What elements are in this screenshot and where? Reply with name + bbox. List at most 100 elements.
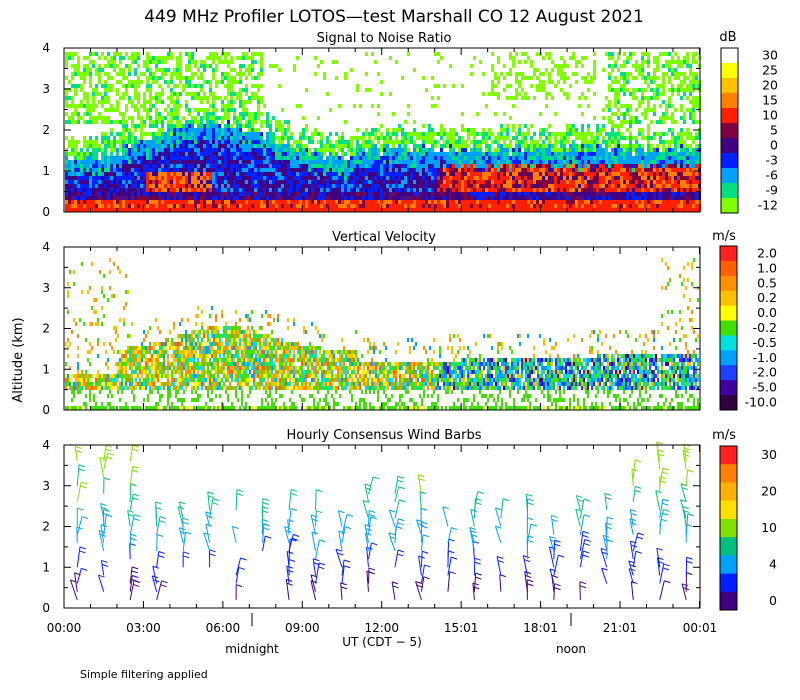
snr-cell: [305, 136, 308, 140]
snr-cell: [329, 168, 332, 172]
snr-cell: [527, 172, 530, 176]
snr-cell: [428, 152, 431, 156]
snr-cell: [89, 164, 92, 168]
snr-cell: [176, 92, 179, 96]
snr-cell: [272, 172, 275, 176]
snr-cell: [254, 148, 257, 152]
snr-cell: [224, 52, 227, 56]
snr-cell: [311, 208, 314, 212]
snr-cell: [305, 164, 308, 168]
snr-cell: [221, 164, 224, 168]
snr-cell: [470, 204, 473, 208]
snr-cell: [452, 144, 455, 148]
snr-cell: [593, 68, 596, 72]
snr-cell: [398, 144, 401, 148]
snr-cell: [191, 124, 194, 128]
snr-cell: [131, 164, 134, 168]
snr-cell: [428, 176, 431, 180]
snr-cell: [203, 132, 206, 136]
snr-cell: [506, 200, 509, 204]
snr-cell: [254, 136, 257, 140]
snr-cell: [284, 200, 287, 204]
snr-cell: [245, 144, 248, 148]
snr-cell: [620, 152, 623, 156]
snr-cell: [278, 160, 281, 164]
snr-cell: [575, 148, 578, 152]
snr-cell: [182, 160, 185, 164]
snr-cell: [374, 180, 377, 184]
snr-cell: [272, 200, 275, 204]
snr-cell: [242, 108, 245, 112]
snr-cell: [629, 56, 632, 60]
snr-cell: [161, 152, 164, 156]
snr-cell: [230, 136, 233, 140]
snr-cell: [410, 192, 413, 196]
snr-cell: [641, 128, 644, 132]
snr-cell: [581, 204, 584, 208]
snr-cell: [236, 124, 239, 128]
snr-cell: [104, 56, 107, 60]
snr-cell: [308, 196, 311, 200]
snr-cell: [365, 52, 368, 56]
snr-cell: [620, 160, 623, 164]
snr-cell: [74, 160, 77, 164]
snr-cell: [152, 168, 155, 172]
snr-cell: [191, 152, 194, 156]
snr-cell: [314, 168, 317, 172]
snr-cell: [395, 128, 398, 132]
snr-cell: [395, 188, 398, 192]
snr-cell: [620, 192, 623, 196]
snr-cell: [185, 176, 188, 180]
snr-cell: [95, 68, 98, 72]
snr-cell: [599, 144, 602, 148]
snr-cell: [392, 172, 395, 176]
snr-cell: [497, 140, 500, 144]
snr-cell: [548, 204, 551, 208]
snr-cell: [629, 200, 632, 204]
snr-cell: [395, 200, 398, 204]
snr-cell: [560, 76, 563, 80]
snr-cell: [494, 208, 497, 212]
snr-cell: [542, 192, 545, 196]
snr-cell: [119, 184, 122, 188]
snr-cell: [203, 160, 206, 164]
snr-cell: [242, 172, 245, 176]
snr-cell: [134, 168, 137, 172]
snr-cell: [404, 176, 407, 180]
snr-cell: [176, 132, 179, 136]
snr-cell: [335, 60, 338, 64]
snr-cell: [512, 104, 515, 108]
snr-cell: [119, 56, 122, 60]
snr-cell: [614, 176, 617, 180]
snr-cell: [293, 204, 296, 208]
snr-cell: [119, 180, 122, 184]
snr-cell: [617, 132, 620, 136]
snr-cell: [128, 68, 131, 72]
snr-cell: [200, 72, 203, 76]
snr-cell: [590, 164, 593, 168]
snr-cell: [143, 200, 146, 204]
snr-cell: [596, 136, 599, 140]
snr-cell: [527, 148, 530, 152]
snr-cell: [161, 192, 164, 196]
snr-cell: [629, 108, 632, 112]
snr-cell: [89, 184, 92, 188]
snr-cell: [365, 184, 368, 188]
snr-cell: [134, 172, 137, 176]
snr-cell: [602, 192, 605, 196]
snr-cell: [233, 140, 236, 144]
snr-cell: [308, 152, 311, 156]
snr-cell: [533, 188, 536, 192]
snr-cell: [605, 148, 608, 152]
snr-cell: [200, 100, 203, 104]
snr-cell: [245, 88, 248, 92]
snr-cell: [410, 196, 413, 200]
snr-cell: [587, 196, 590, 200]
snr-cell: [254, 120, 257, 124]
snr-cell: [422, 192, 425, 196]
snr-cell: [308, 204, 311, 208]
snr-cell: [260, 164, 263, 168]
snr-cell: [188, 176, 191, 180]
snr-cell: [284, 164, 287, 168]
snr-cell: [572, 124, 575, 128]
